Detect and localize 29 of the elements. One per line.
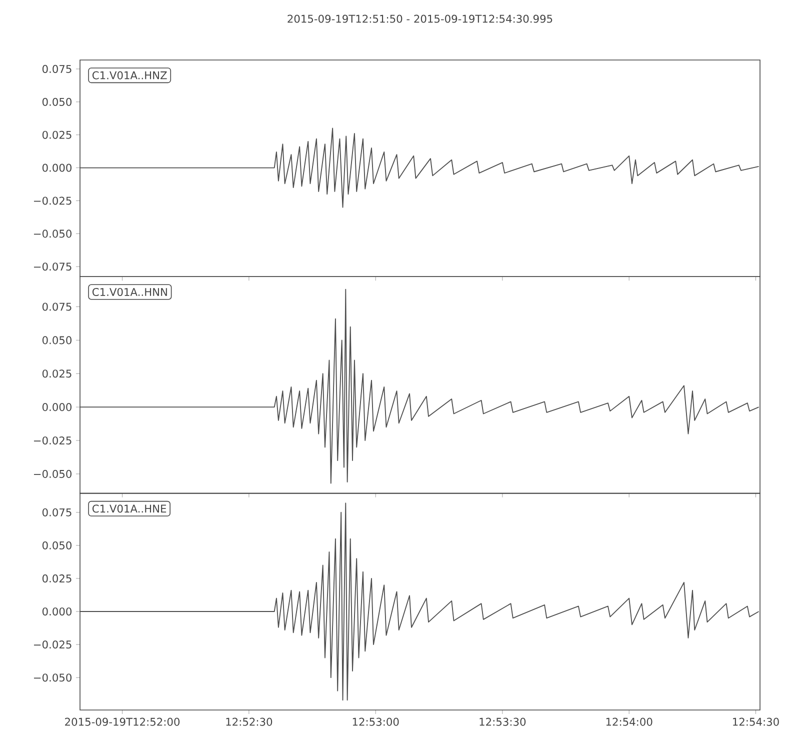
y-tick-label: 0.000: [42, 164, 72, 172]
y-tick-label: −0.025: [34, 196, 72, 205]
y-tick-label: 0.000: [42, 403, 72, 412]
y-tick-label: 0.075: [42, 302, 72, 311]
y-tick-label: 0.025: [42, 130, 72, 139]
y-tick-label: 0.075: [42, 508, 72, 516]
x-tick-label: 12:54:00: [606, 718, 652, 726]
x-tick-label: 12:54:30: [733, 718, 779, 726]
annotation: C1.V01A..HNE: [92, 504, 166, 513]
chart-title: 2015-09-19T12:51:50 - 2015-09-19T12:54:30.995: [288, 14, 552, 23]
y-tick-label: −0.050: [34, 470, 72, 478]
y-tick-label: −0.025: [34, 640, 72, 649]
x-tick-label: 2015-09-19T12:52:00: [65, 718, 180, 726]
y-tick-label: −0.075: [34, 262, 72, 271]
y-tick-label: 0.050: [42, 98, 72, 106]
y-tick-label: −0.025: [34, 436, 72, 445]
y-tick-label: 0.075: [42, 64, 72, 73]
y-tick-label: −0.050: [34, 230, 72, 238]
x-tick-label: 12:53:30: [480, 718, 526, 726]
annotation: C1.V01A..HNN: [92, 288, 167, 296]
x-tick-label: 12:53:00: [352, 718, 399, 726]
annotation: C1.V01A..HNZ: [92, 71, 167, 80]
y-tick-label: 0.050: [42, 541, 72, 550]
y-tick-label: 0.025: [42, 370, 72, 378]
y-tick-label: 0.000: [42, 607, 72, 616]
x-tick-label: 12:52:30: [226, 718, 272, 726]
y-tick-label: 0.050: [42, 336, 72, 344]
y-tick-label: 0.025: [42, 574, 72, 582]
y-tick-label: −0.050: [34, 674, 72, 682]
